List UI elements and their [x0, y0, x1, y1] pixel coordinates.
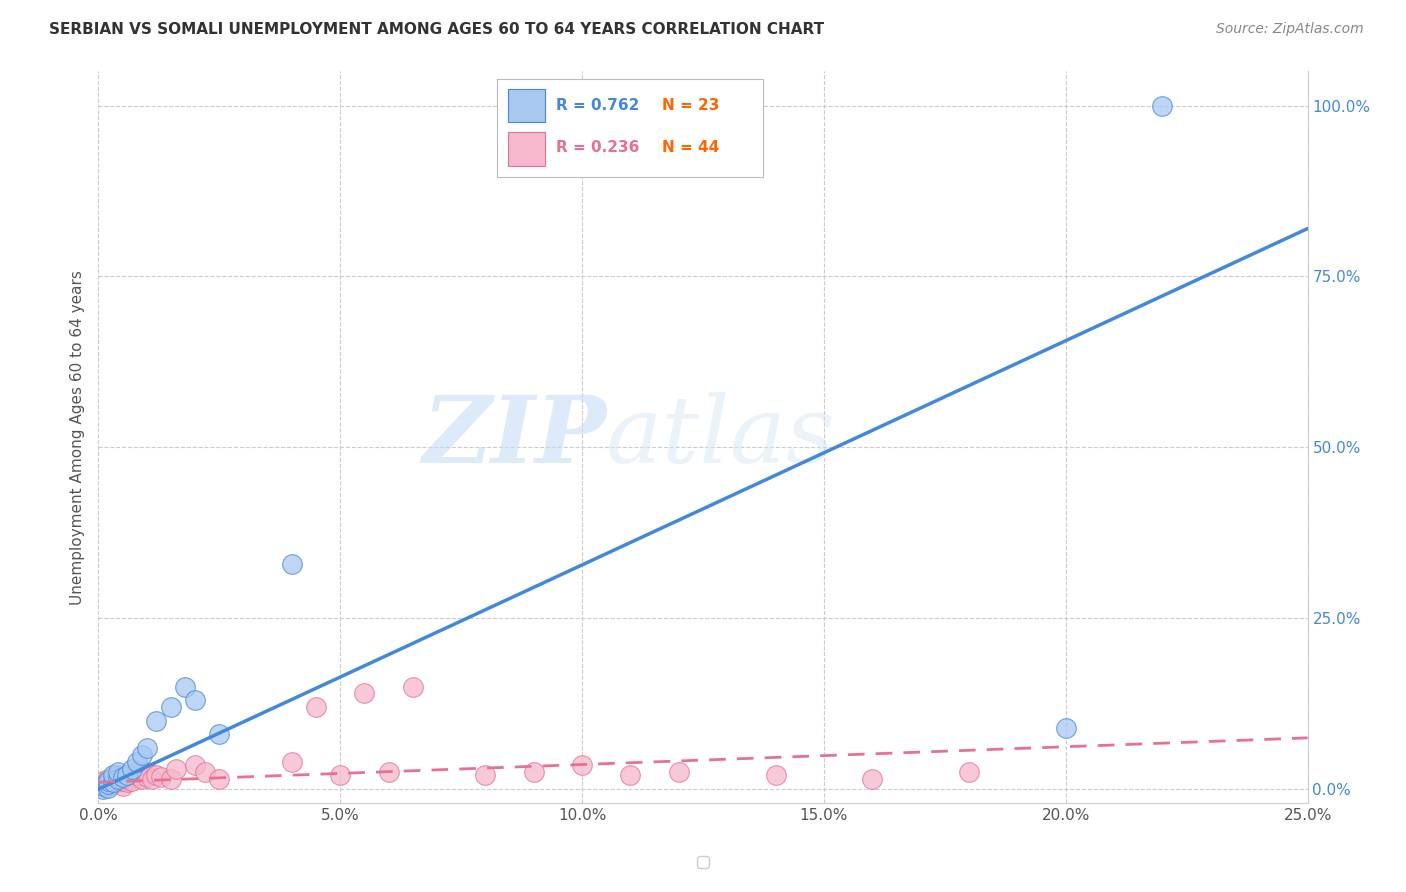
Point	[91, 777, 114, 791]
Point	[619, 768, 641, 782]
Point	[101, 768, 124, 782]
Point	[281, 557, 304, 571]
Point	[353, 686, 375, 700]
Point	[141, 772, 163, 786]
Point	[184, 758, 207, 772]
Point	[1152, 98, 1174, 112]
Point	[97, 780, 120, 795]
Point	[329, 768, 352, 782]
Point	[121, 762, 143, 776]
Point	[377, 765, 399, 780]
Text: SERBIAN VS SOMALI UNEMPLOYMENT AMONG AGES 60 TO 64 YEARS CORRELATION CHART: SERBIAN VS SOMALI UNEMPLOYMENT AMONG AGE…	[49, 22, 824, 37]
Point	[571, 758, 593, 772]
Point	[208, 772, 231, 786]
Point	[135, 741, 157, 756]
Point	[957, 765, 980, 780]
Point	[121, 773, 143, 788]
Point	[97, 772, 120, 786]
Point	[208, 727, 231, 741]
Point	[127, 768, 149, 782]
Point	[107, 768, 129, 782]
Point	[135, 765, 157, 780]
Point	[131, 747, 153, 762]
Point	[101, 777, 124, 791]
Point	[111, 770, 134, 784]
Point	[101, 770, 124, 784]
Point	[127, 765, 149, 780]
Point	[111, 770, 134, 784]
Point	[117, 772, 139, 786]
Point	[97, 777, 120, 791]
Point	[474, 768, 496, 782]
Text: ZIP: ZIP	[422, 392, 606, 482]
Point	[97, 779, 120, 793]
Point	[194, 765, 217, 780]
Point	[145, 768, 167, 782]
Point	[165, 762, 187, 776]
Point	[111, 779, 134, 793]
Point	[160, 700, 183, 714]
Point	[305, 700, 328, 714]
Text: Source: ZipAtlas.com: Source: ZipAtlas.com	[1216, 22, 1364, 37]
Point	[860, 772, 883, 786]
Point	[117, 775, 139, 789]
Point	[107, 772, 129, 786]
Point	[91, 779, 114, 793]
Point	[160, 772, 183, 786]
Point	[135, 770, 157, 784]
Point	[150, 770, 173, 784]
Y-axis label: Unemployment Among Ages 60 to 64 years: Unemployment Among Ages 60 to 64 years	[69, 269, 84, 605]
Point	[127, 755, 149, 769]
Point	[1054, 721, 1077, 735]
Point	[101, 775, 124, 789]
Point	[107, 775, 129, 789]
Point	[111, 773, 134, 788]
Point	[91, 782, 114, 797]
Point	[174, 680, 197, 694]
Point	[107, 772, 129, 786]
Point	[281, 755, 304, 769]
Legend: 	[697, 856, 709, 868]
Point	[184, 693, 207, 707]
Point	[402, 680, 425, 694]
Point	[523, 765, 546, 780]
Point	[145, 714, 167, 728]
Point	[101, 773, 124, 788]
Point	[107, 765, 129, 780]
Point	[97, 773, 120, 788]
Point	[97, 775, 120, 789]
Text: atlas: atlas	[606, 392, 835, 482]
Point	[765, 768, 787, 782]
Point	[131, 772, 153, 786]
Point	[668, 765, 690, 780]
Point	[117, 768, 139, 782]
Point	[91, 773, 114, 788]
